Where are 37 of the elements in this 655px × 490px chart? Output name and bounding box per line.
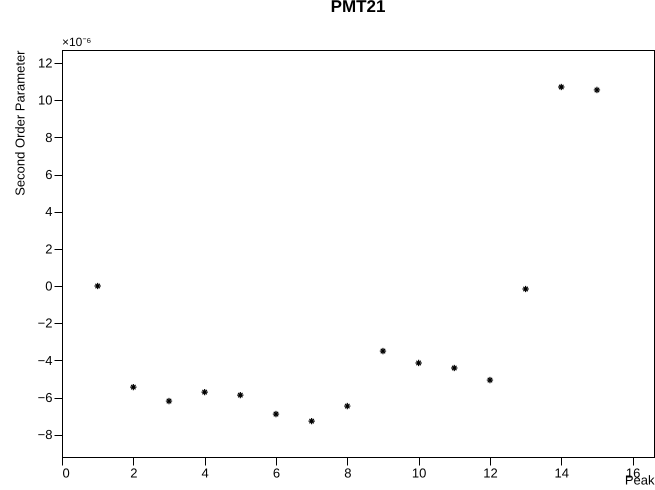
- point: [130, 383, 138, 391]
- point: [486, 376, 494, 384]
- point: [522, 285, 530, 293]
- point: [450, 364, 458, 372]
- y-tick-label: 6: [45, 167, 52, 182]
- x-tick-label: 6: [272, 466, 280, 480]
- point: [558, 83, 566, 91]
- x-tick-label: 14: [554, 466, 570, 480]
- y-tick-label: 10: [38, 92, 52, 108]
- x-tick-label: 0: [62, 466, 70, 480]
- y-tick-label: −8: [38, 427, 52, 442]
- point: [236, 391, 244, 399]
- x-tick-label: 8: [344, 466, 352, 480]
- y-tick-label: 12: [38, 56, 52, 71]
- x-tick-label: 4: [202, 466, 209, 480]
- point: [200, 388, 208, 396]
- y-tick-label: −4: [38, 352, 52, 368]
- point: [308, 417, 316, 425]
- point: [379, 347, 387, 355]
- point: [165, 397, 173, 405]
- y-tick-label: 4: [45, 204, 52, 220]
- x-tick-label: 2: [130, 466, 138, 480]
- point: [414, 359, 422, 367]
- x-tick-label: 12: [483, 466, 498, 480]
- point: [94, 282, 102, 290]
- y-tick-label: 2: [45, 241, 52, 256]
- point: [272, 410, 280, 418]
- chart-title: PMT21: [330, 0, 386, 16]
- y-tick-label: −2: [38, 316, 52, 331]
- y-tick-label: 8: [45, 130, 52, 145]
- point: [593, 86, 601, 94]
- point: [344, 402, 352, 410]
- y-tick-label: −6: [38, 390, 52, 406]
- x-tick-label: 10: [412, 466, 426, 480]
- y-tick-label: 0: [45, 278, 52, 294]
- text: ×10⁻⁶: [62, 35, 92, 49]
- y-axis-title: Second Order Parameter: [12, 50, 28, 196]
